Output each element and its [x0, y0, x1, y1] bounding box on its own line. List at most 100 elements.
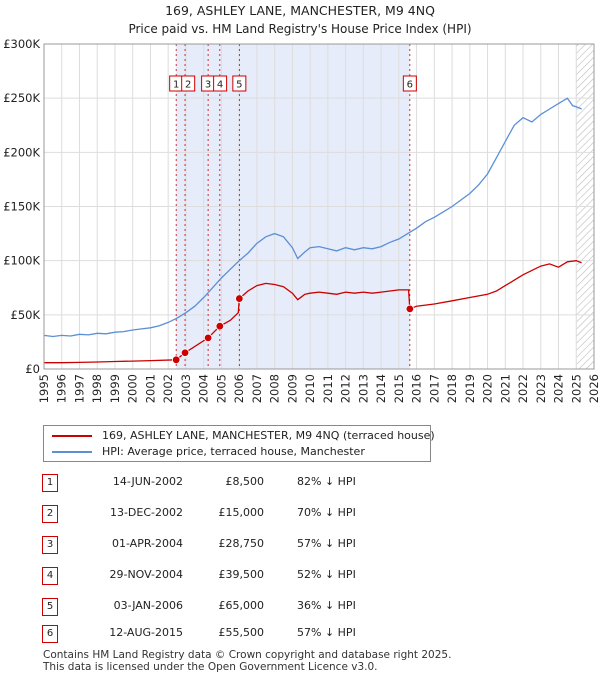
x-tick-label: 2004 [197, 374, 211, 403]
sale-row: 5 03-JAN-2006 £65,000 36% ↓ HPI [42, 598, 562, 618]
x-tick-label: 2009 [285, 374, 299, 403]
sale-price: £39,500 [218, 568, 265, 581]
sale-number-badge: 5 [42, 598, 58, 616]
y-tick-label: £250K [3, 91, 40, 105]
sale-price: £8,500 [225, 475, 265, 488]
legend-swatch-property [52, 435, 92, 437]
y-tick-label: £150K [3, 200, 40, 214]
sale-row: 4 29-NOV-2004 £39,500 52% ↓ HPI [42, 567, 562, 587]
x-tick-label: 2010 [303, 374, 317, 403]
x-tick-label: 2018 [445, 374, 459, 403]
x-tick-label: 2006 [232, 374, 246, 403]
legend-item-property: 169, ASHLEY LANE, MANCHESTER, M9 4NQ (te… [52, 428, 435, 444]
sale-number-badge: 1 [42, 474, 58, 492]
plot-frame [43, 43, 595, 370]
sale-hpi-diff: 70% ↓ HPI [297, 506, 356, 519]
x-tick-label: 2005 [214, 374, 228, 403]
sale-point [405, 304, 415, 314]
x-tick-label: 2014 [374, 374, 388, 403]
sale-date: 01-APR-2004 [111, 537, 183, 550]
sale-date: 29-NOV-2004 [109, 568, 183, 581]
legend-label-property: 169, ASHLEY LANE, MANCHESTER, M9 4NQ (te… [102, 429, 435, 442]
chart-legend: 169, ASHLEY LANE, MANCHESTER, M9 4NQ (te… [43, 425, 435, 462]
sale-number-badge: 3 [42, 536, 58, 554]
x-tick-label: 2026 [587, 374, 600, 403]
sale-point [180, 348, 190, 357]
x-tick-label: 2023 [534, 374, 548, 403]
y-tick-label: £300K [3, 37, 40, 51]
x-tick-label: 1996 [55, 374, 69, 403]
sale-price: £28,750 [218, 537, 265, 550]
x-tick-label: 1999 [108, 374, 122, 403]
sale-price: £65,000 [218, 599, 265, 612]
sale-label-number: 6 [407, 80, 413, 91]
sale-hpi-diff: 57% ↓ HPI [297, 626, 356, 639]
x-tick-label: 1998 [90, 374, 104, 403]
x-tick-label: 1997 [72, 374, 86, 403]
sale-row: 2 13-DEC-2002 £15,000 70% ↓ HPI [42, 505, 562, 525]
x-tick-label: 2011 [321, 374, 335, 403]
sale-label-number: 5 [236, 80, 242, 91]
sale-label-number: 4 [217, 80, 223, 91]
series-line [43, 97, 582, 338]
legend-item-hpi: HPI: Average price, terraced house, Manc… [52, 444, 365, 460]
x-tick-label: 2015 [392, 374, 406, 403]
chart-subtitle: Price paid vs. HM Land Registry's House … [128, 22, 471, 36]
sale-label-box [181, 75, 196, 92]
price-chart: 169, ASHLEY LANE, MANCHESTER, M9 4NQ Pric… [3, 3, 600, 403]
sale-point [171, 355, 181, 364]
footer-licence: This data is licensed under the Open Gov… [43, 660, 378, 673]
x-tick-label: 2001 [143, 374, 157, 403]
x-tick-label: 2008 [268, 374, 282, 403]
footer: Contains HM Land Registry data © Crown c… [43, 649, 452, 673]
x-tick-label: 2025 [569, 374, 583, 403]
x-tick-label: 2013 [356, 374, 370, 403]
sale-label-number: 2 [185, 80, 191, 91]
sale-date: 03-JAN-2006 [113, 599, 183, 612]
x-tick-label: 2021 [498, 374, 512, 403]
sale-number-badge: 6 [42, 625, 58, 643]
sale-date: 14-JUN-2002 [112, 475, 183, 488]
x-tick-label: 2002 [161, 374, 175, 403]
sale-label-box [402, 75, 417, 92]
sale-number-badge: 4 [42, 567, 58, 585]
sale-price: £55,500 [218, 626, 265, 639]
sale-hpi-diff: 57% ↓ HPI [297, 537, 356, 550]
x-tick-label: 2007 [250, 374, 264, 403]
y-tick-label: £0 [25, 362, 40, 376]
sale-label-number: 3 [205, 80, 211, 91]
sale-hpi-diff: 36% ↓ HPI [297, 599, 356, 612]
x-tick-label: 2017 [427, 374, 441, 403]
chart-title: 169, ASHLEY LANE, MANCHESTER, M9 4NQ [165, 3, 435, 18]
sale-point [235, 294, 244, 303]
x-tick-label: 2019 [463, 374, 477, 403]
sale-label-box [232, 75, 247, 92]
x-tick-label: 2012 [339, 374, 353, 403]
y-tick-label: £200K [3, 145, 40, 159]
sale-row: 6 12-AUG-2015 £55,500 57% ↓ HPI [42, 625, 562, 645]
sale-price: £15,000 [218, 506, 265, 519]
sale-point [215, 322, 225, 331]
sale-label-box [213, 75, 228, 92]
y-tick-label: £100K [3, 254, 40, 268]
sale-date: 12-AUG-2015 [109, 626, 183, 639]
x-tick-label: 1995 [37, 374, 51, 403]
sale-hpi-diff: 52% ↓ HPI [297, 568, 356, 581]
y-tick-label: £50K [11, 308, 41, 322]
sale-number-badge: 2 [42, 505, 58, 523]
sale-row: 3 01-APR-2004 £28,750 57% ↓ HPI [42, 536, 562, 556]
legend-swatch-hpi [52, 451, 92, 453]
footer-copyright: Contains HM Land Registry data © Crown c… [43, 649, 452, 661]
x-tick-label: 2020 [481, 374, 495, 403]
sale-row: 1 14-JUN-2002 £8,500 82% ↓ HPI [42, 474, 562, 494]
sale-point [203, 333, 213, 343]
legend-label-hpi: HPI: Average price, terraced house, Manc… [102, 445, 365, 458]
x-tick-label: 2000 [126, 374, 140, 403]
sale-hpi-diff: 82% ↓ HPI [297, 475, 356, 488]
x-tick-label: 2024 [552, 374, 566, 403]
sale-label-number: 1 [173, 80, 179, 91]
sale-date: 13-DEC-2002 [109, 506, 183, 519]
x-tick-label: 2022 [516, 374, 530, 403]
x-tick-label: 2016 [410, 374, 424, 403]
x-tick-label: 2003 [179, 374, 193, 403]
